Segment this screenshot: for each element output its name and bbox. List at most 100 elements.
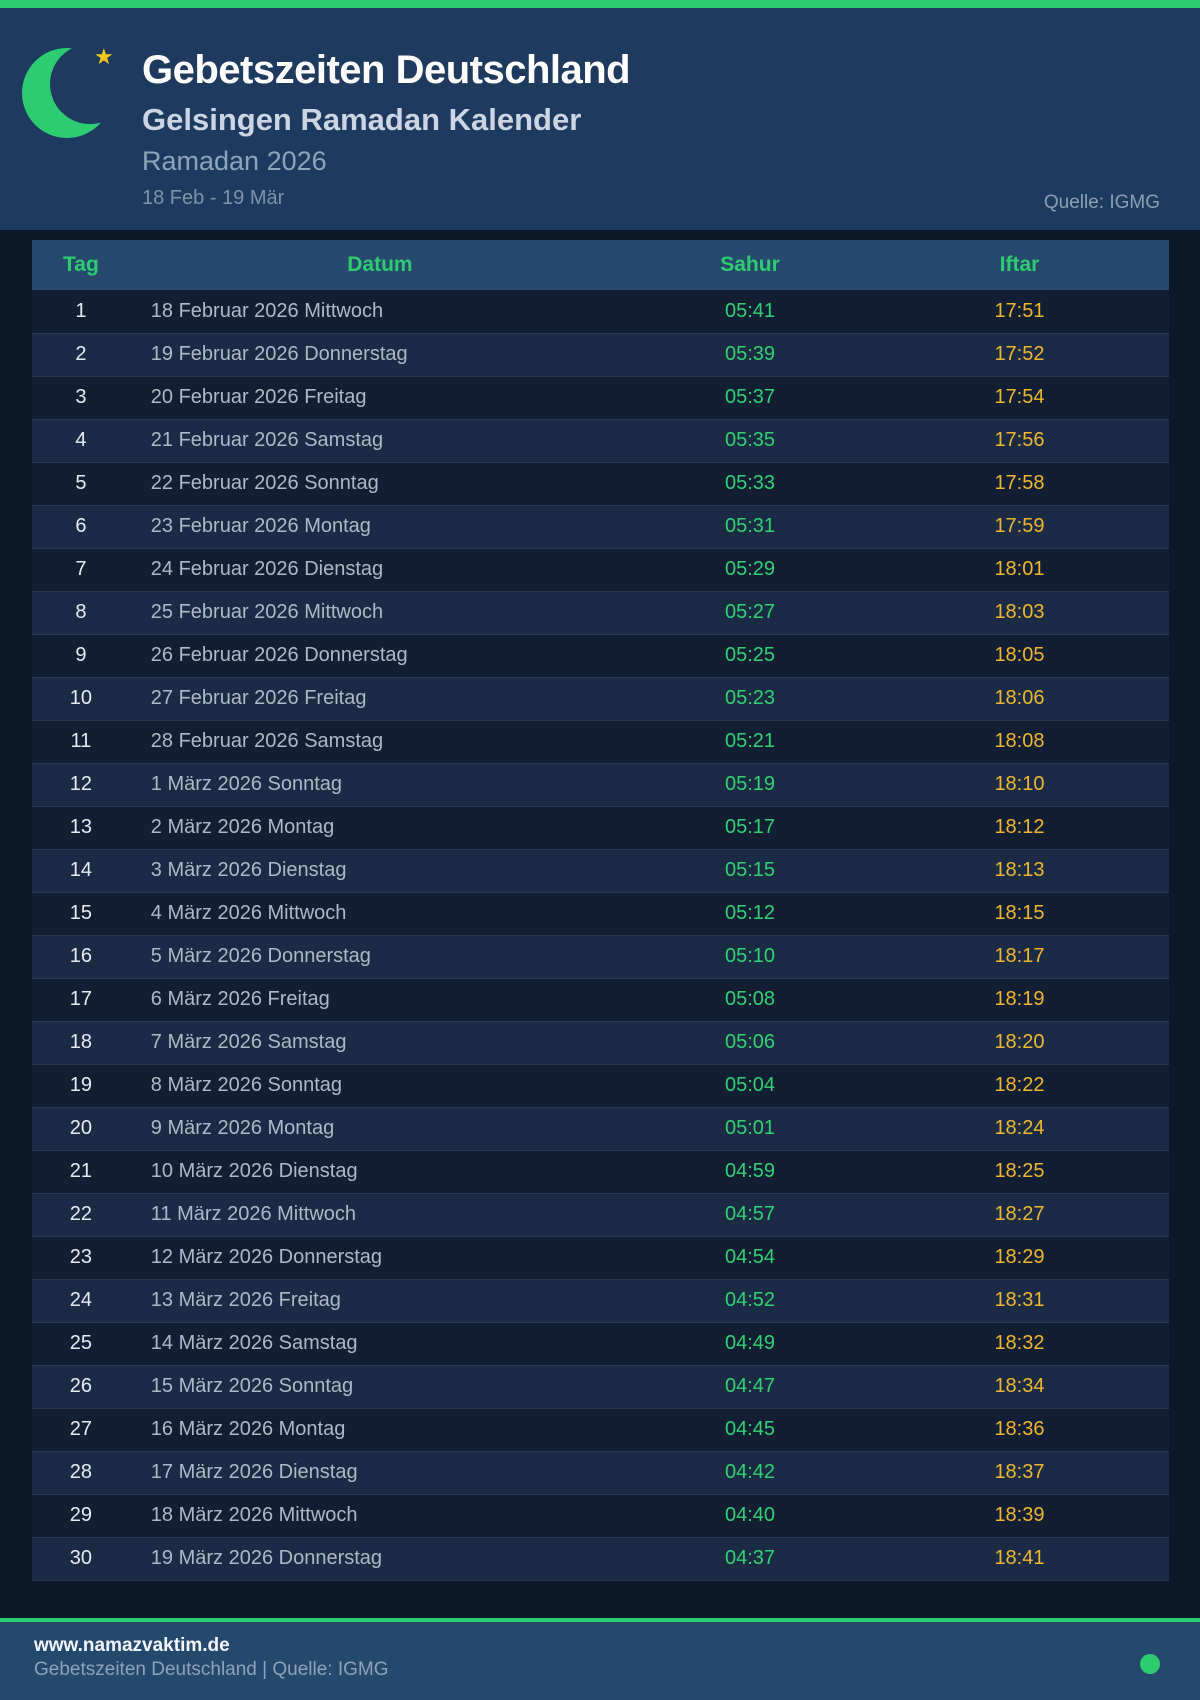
table-row: 5 22 Februar 2026 Sonntag 05:33 17:58: [32, 462, 1169, 505]
table-row: 24 13 März 2026 Freitag 04:52 18:31: [32, 1279, 1169, 1322]
sahur-cell: 04:57: [724, 1203, 776, 1225]
iftar-cell: 18:25: [994, 1160, 1045, 1182]
table-row: 16 5 März 2026 Donnerstag 05:10 18:17: [32, 935, 1169, 978]
iftar-cell: 17:54: [994, 386, 1045, 408]
sahur-cell: 05:29: [724, 558, 776, 580]
iftar-cell: 18:32: [994, 1332, 1045, 1354]
datum-cell: 24 Februar 2026 Dienstag: [150, 558, 384, 580]
column-header-sahur: Sahur: [630, 240, 870, 290]
datum-cell: 12 März 2026 Donnerstag: [150, 1246, 383, 1268]
sahur-cell: 05:04: [724, 1074, 776, 1096]
tag-cell: 29: [69, 1504, 93, 1526]
sahur-cell: 05:08: [724, 988, 776, 1010]
page-title: Gebetszeiten Deutschland: [142, 48, 631, 92]
table-row: 15 4 März 2026 Mittwoch 05:12 18:15: [32, 892, 1169, 935]
prayer-times-table-container: Tag Datum Sahur Iftar 1 18 Februar 2026 M…: [32, 240, 1169, 1581]
tag-cell: 4: [75, 429, 87, 451]
tag-cell: 12: [69, 773, 93, 795]
sahur-cell: 05:06: [724, 1031, 776, 1053]
iftar-cell: 18:24: [994, 1117, 1045, 1139]
iftar-cell: 17:56: [994, 429, 1045, 451]
datum-cell: 25 Februar 2026 Mittwoch: [150, 601, 384, 623]
sahur-cell: 04:59: [724, 1160, 776, 1182]
iftar-cell: 18:19: [994, 988, 1045, 1010]
table-row: 11 28 Februar 2026 Samstag 05:21 18:08: [32, 720, 1169, 763]
footer-wrap: www.namazvaktim.de Gebetszeiten Deutschl…: [0, 1618, 1200, 1700]
iftar-cell: 18:22: [994, 1074, 1045, 1096]
iftar-cell: 18:12: [994, 816, 1045, 838]
sahur-cell: 05:10: [724, 945, 776, 967]
iftar-cell: 17:52: [994, 343, 1045, 365]
datum-cell: 11 März 2026 Mittwoch: [150, 1203, 357, 1225]
tag-cell: 19: [69, 1074, 93, 1096]
iftar-cell: 18:36: [994, 1418, 1045, 1440]
datum-cell: 23 Februar 2026 Montag: [150, 515, 371, 537]
season-label: Ramadan 2026: [142, 146, 327, 176]
table-row: 3 20 Februar 2026 Freitag 05:37 17:54: [32, 376, 1169, 419]
datum-cell: 10 März 2026 Dienstag: [150, 1160, 358, 1182]
tag-cell: 23: [69, 1246, 93, 1268]
datum-cell: 3 März 2026 Dienstag: [150, 859, 347, 881]
iftar-cell: 17:59: [994, 515, 1045, 537]
datum-cell: 27 Februar 2026 Freitag: [150, 687, 367, 709]
page-subtitle: Gelsingen Ramadan Kalender: [142, 102, 582, 137]
tag-cell: 11: [70, 730, 92, 752]
table-row: 12 1 März 2026 Sonntag 05:19 18:10: [32, 763, 1169, 806]
sahur-cell: 04:40: [724, 1504, 776, 1526]
sahur-cell: 05:19: [724, 773, 776, 795]
table-row: 18 7 März 2026 Samstag 05:06 18:20: [32, 1021, 1169, 1064]
page-header: ★ Gebetszeiten Deutschland Gelsingen Ram…: [0, 8, 1200, 230]
datum-cell: 15 März 2026 Sonntag: [150, 1375, 354, 1397]
iftar-cell: 17:58: [994, 472, 1045, 494]
tag-cell: 30: [69, 1547, 93, 1569]
tag-cell: 1: [75, 299, 87, 322]
sahur-cell: 05:31: [724, 515, 776, 537]
sahur-cell: 05:15: [724, 859, 776, 881]
table-row: 21 10 März 2026 Dienstag 04:59 18:25: [32, 1150, 1169, 1193]
footer-tagline: Gebetszeiten Deutschland | Quelle: IGMG: [34, 1659, 389, 1680]
sahur-cell: 05:33: [724, 472, 776, 494]
table-row: 6 23 Februar 2026 Montag 05:31 17:59: [32, 505, 1169, 548]
footer-website-link[interactable]: www.namazvaktim.de: [34, 1635, 230, 1656]
datum-cell: 8 März 2026 Sonntag: [150, 1074, 343, 1096]
prayer-times-table: Tag Datum Sahur Iftar 1 18 Februar 2026 M…: [32, 240, 1169, 1581]
table-row: 27 16 März 2026 Montag 04:45 18:36: [32, 1408, 1169, 1451]
sahur-cell: 05:12: [724, 902, 776, 924]
tag-cell: 8: [75, 601, 87, 623]
sahur-cell: 04:49: [724, 1332, 776, 1354]
iftar-cell: 18:20: [994, 1031, 1045, 1053]
tag-cell: 2: [75, 343, 87, 365]
sahur-cell: 05:21: [724, 730, 776, 752]
iftar-cell: 18:29: [994, 1246, 1045, 1268]
iftar-cell: 18:03: [994, 601, 1045, 623]
top-accent-bar: [0, 0, 1200, 8]
table-row: 10 27 Februar 2026 Freitag 05:23 18:06: [32, 677, 1169, 720]
table-row: 22 11 März 2026 Mittwoch 04:57 18:27: [32, 1193, 1169, 1236]
datum-cell: 26 Februar 2026 Donnerstag: [150, 644, 408, 666]
table-header: Tag Datum Sahur Iftar: [32, 240, 1169, 290]
iftar-cell: 18:31: [994, 1289, 1045, 1311]
datum-cell: 18 März 2026 Mittwoch: [150, 1504, 358, 1526]
table-row: 4 21 Februar 2026 Samstag 05:35 17:56: [32, 419, 1169, 462]
tag-cell: 14: [69, 859, 93, 881]
table-row: 14 3 März 2026 Dienstag 05:15 18:13: [32, 849, 1169, 892]
table-header-row: Tag Datum Sahur Iftar: [32, 240, 1169, 290]
sahur-cell: 05:39: [724, 343, 776, 365]
sahur-cell: 05:37: [724, 386, 776, 408]
table-row: 8 25 Februar 2026 Mittwoch 05:27 18:03: [32, 591, 1169, 634]
header-text-block: Gebetszeiten Deutschland Gelsingen Ramad…: [0, 8, 1200, 208]
sahur-cell: 04:45: [724, 1418, 776, 1440]
sahur-cell: 05:01: [724, 1117, 776, 1139]
column-header-datum: Datum: [129, 240, 631, 290]
iftar-cell: 18:17: [994, 945, 1045, 967]
datum-cell: 16 März 2026 Montag: [150, 1418, 346, 1440]
tag-cell: 26: [69, 1375, 93, 1397]
tag-cell: 15: [69, 902, 93, 924]
source-label: Quelle: IGMG: [1043, 192, 1160, 213]
iftar-cell: 18:41: [994, 1547, 1045, 1569]
tag-cell: 10: [69, 687, 93, 709]
star-icon: ★: [94, 44, 114, 69]
datum-cell: 22 Februar 2026 Sonntag: [150, 472, 379, 494]
datum-cell: 9 März 2026 Montag: [150, 1117, 335, 1139]
datum-cell: 19 Februar 2026 Donnerstag: [150, 343, 408, 365]
